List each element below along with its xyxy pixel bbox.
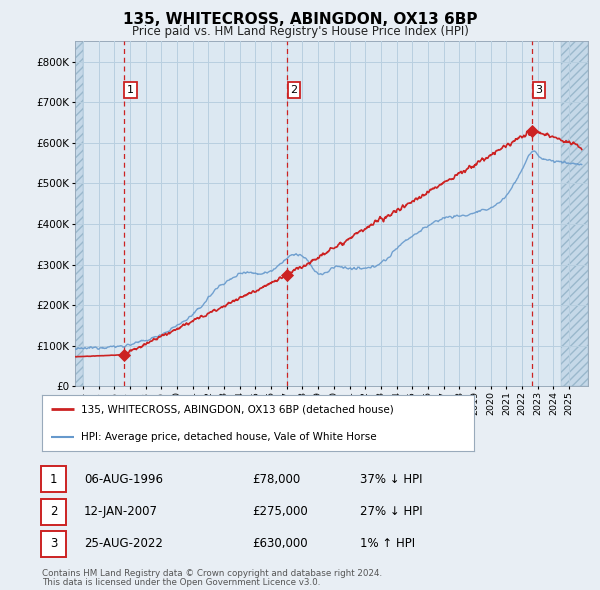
Text: 1: 1 — [127, 85, 134, 95]
Text: HPI: Average price, detached house, Vale of White Horse: HPI: Average price, detached house, Vale… — [81, 432, 377, 442]
Text: 3: 3 — [50, 537, 57, 550]
Text: 2: 2 — [290, 85, 298, 95]
Text: 135, WHITECROSS, ABINGDON, OX13 6BP: 135, WHITECROSS, ABINGDON, OX13 6BP — [123, 12, 477, 27]
Text: 1: 1 — [50, 473, 57, 486]
Point — [119, 350, 128, 359]
Text: 12-JAN-2007: 12-JAN-2007 — [84, 505, 158, 518]
Text: £630,000: £630,000 — [252, 537, 308, 550]
Text: 06-AUG-1996: 06-AUG-1996 — [84, 473, 163, 486]
Bar — [75, 41, 83, 386]
Text: Price paid vs. HM Land Registry's House Price Index (HPI): Price paid vs. HM Land Registry's House … — [131, 25, 469, 38]
Text: £275,000: £275,000 — [252, 505, 308, 518]
Text: 135, WHITECROSS, ABINGDON, OX13 6BP (detached house): 135, WHITECROSS, ABINGDON, OX13 6BP (det… — [81, 404, 394, 414]
Text: Contains HM Land Registry data © Crown copyright and database right 2024.: Contains HM Land Registry data © Crown c… — [42, 569, 382, 578]
Text: 2: 2 — [50, 505, 57, 518]
Point — [527, 126, 537, 135]
Text: 25-AUG-2022: 25-AUG-2022 — [84, 537, 163, 550]
Text: £78,000: £78,000 — [252, 473, 300, 486]
Bar — [562, 41, 588, 386]
Text: 37% ↓ HPI: 37% ↓ HPI — [360, 473, 422, 486]
Text: 27% ↓ HPI: 27% ↓ HPI — [360, 505, 422, 518]
Text: 1% ↑ HPI: 1% ↑ HPI — [360, 537, 415, 550]
Text: 3: 3 — [535, 85, 542, 95]
Text: This data is licensed under the Open Government Licence v3.0.: This data is licensed under the Open Gov… — [42, 578, 320, 588]
Point — [283, 270, 292, 280]
